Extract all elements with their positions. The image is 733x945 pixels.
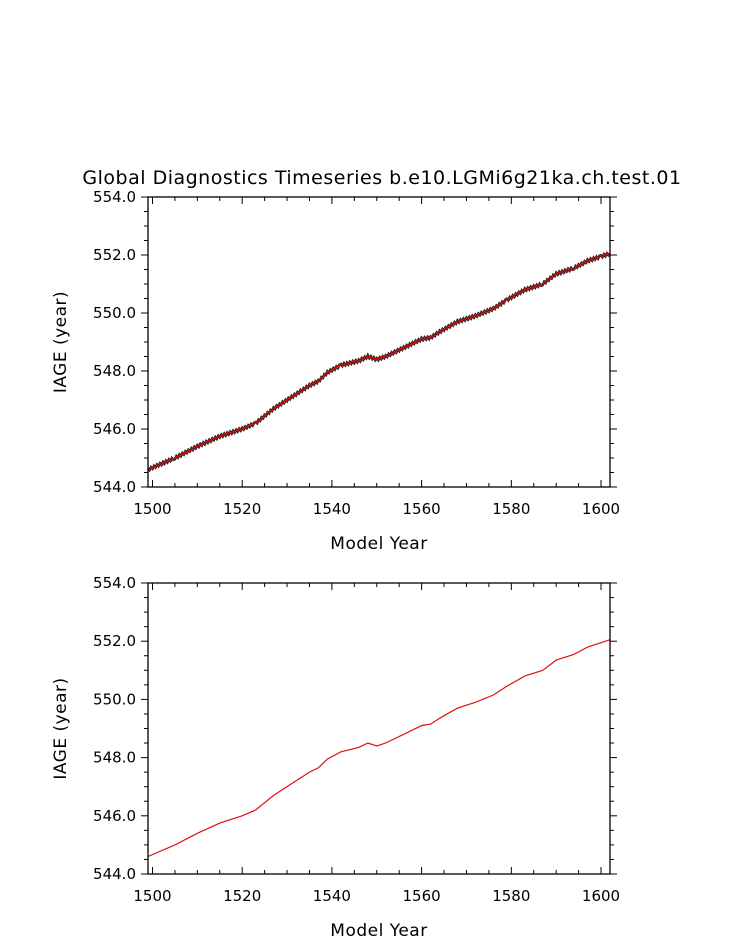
x-axis-label-bottom: Model Year (330, 921, 427, 941)
plot-area-top (147, 251, 611, 473)
y-tick-label-bottom-2: 548.0 (93, 749, 136, 767)
x-tick-label-top-4: 1580 (492, 500, 530, 518)
y-tick-label-top-2: 548.0 (93, 362, 136, 380)
tick-labels-bottom: 1500 1520 1540 1560 1580 1600 544.0 546.0 548.0 5… (93, 574, 620, 905)
plot-frame-bottom (147, 582, 611, 875)
y-tick-label-top-5: 554.0 (93, 188, 136, 206)
y-tick-label-top-1: 546.0 (93, 420, 136, 438)
x-tick-label-top-1: 1520 (223, 500, 261, 518)
y-axis-label-bottom: IAGE (year) (51, 677, 71, 779)
x-tick-label-bottom-0: 1500 (133, 887, 171, 905)
x-tick-label-bottom-5: 1600 (582, 887, 620, 905)
y-tick-label-bottom-1: 546.0 (93, 807, 136, 825)
x-tick-label-top-5: 1600 (582, 500, 620, 518)
y-tick-label-bottom-4: 552.0 (93, 632, 136, 650)
x-axis-label-top: Model Year (330, 534, 427, 554)
x-tick-label-top-3: 1560 (403, 500, 441, 518)
x-tick-label-bottom-3: 1560 (403, 887, 441, 905)
tick-marks-top (141, 196, 617, 488)
chart-title: Global Diagnostics Timeseries b.e10.LGMi… (82, 167, 681, 189)
y-tick-label-top-4: 552.0 (93, 246, 136, 264)
plot-area-bottom (147, 639, 611, 858)
y-tick-label-bottom-3: 550.0 (93, 690, 136, 708)
y-tick-label-bottom-5: 554.0 (93, 574, 136, 592)
y-tick-label-bottom-0: 544.0 (93, 865, 136, 883)
plot-frame-top (147, 196, 611, 488)
timeseries-panel-bottom: 1500 1520 1540 1560 1580 1600 544.0 546.0 548.0 5… (51, 574, 620, 941)
x-tick-label-bottom-2: 1540 (313, 887, 351, 905)
tick-labels-top: 1500 1520 1540 1560 1580 1600 544.0 546.0 548.0 5… (93, 188, 620, 518)
axes-bottom (147, 582, 611, 875)
axes-top (147, 196, 611, 488)
x-tick-label-bottom-1: 1520 (223, 887, 261, 905)
series-line-top-0 (147, 252, 611, 471)
x-tick-label-bottom-4: 1580 (492, 887, 530, 905)
y-tick-label-top-0: 544.0 (93, 478, 136, 496)
y-tick-label-top-3: 550.0 (93, 304, 136, 322)
y-axis-label-top: IAGE (year) (51, 291, 71, 393)
timeseries-panel-top: 1500 1520 1540 1560 1580 1600 544.0 546.0 548.0 5… (51, 188, 620, 554)
x-tick-label-top-2: 1540 (313, 500, 351, 518)
series-line-bottom-0 (147, 639, 611, 858)
tick-marks-bottom (141, 582, 617, 875)
x-tick-label-top-0: 1500 (133, 500, 171, 518)
